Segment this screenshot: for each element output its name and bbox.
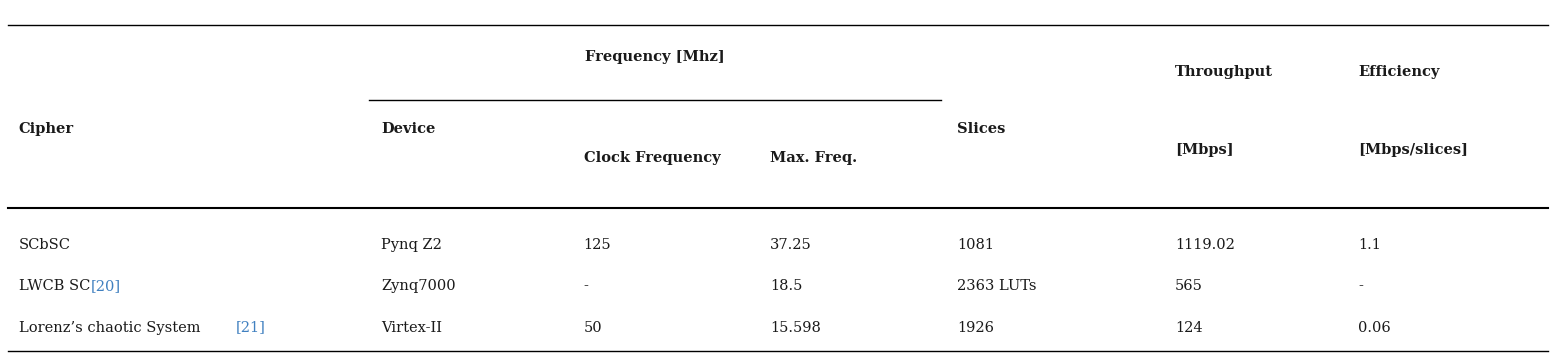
Text: 18.5: 18.5 — [770, 279, 803, 294]
Text: Zynq7000: Zynq7000 — [381, 279, 456, 294]
Text: Pynq Z2: Pynq Z2 — [381, 238, 442, 252]
Text: SCbSC: SCbSC — [19, 238, 70, 252]
Text: 2363 LUTs: 2363 LUTs — [957, 279, 1036, 294]
Text: 37.25: 37.25 — [770, 238, 812, 252]
Text: LWCB SC: LWCB SC — [19, 279, 95, 294]
Text: [Mbps]: [Mbps] — [1175, 143, 1234, 158]
Text: 125: 125 — [584, 238, 612, 252]
Text: 1926: 1926 — [957, 320, 994, 335]
Text: 15.598: 15.598 — [770, 320, 822, 335]
Text: Device: Device — [381, 122, 436, 136]
Text: 1081: 1081 — [957, 238, 994, 252]
Text: Slices: Slices — [957, 122, 1005, 136]
Text: [21]: [21] — [235, 320, 265, 335]
Text: 0.06: 0.06 — [1358, 320, 1391, 335]
Text: Efficiency: Efficiency — [1358, 64, 1439, 79]
Text: 50: 50 — [584, 320, 602, 335]
Text: Cipher: Cipher — [19, 122, 73, 136]
Text: [Mbps/slices]: [Mbps/slices] — [1358, 143, 1469, 158]
Text: Throughput: Throughput — [1175, 64, 1273, 79]
Text: 1.1: 1.1 — [1358, 238, 1382, 252]
Text: 1119.02: 1119.02 — [1175, 238, 1234, 252]
Text: -: - — [1358, 279, 1363, 294]
Text: Clock Frequency: Clock Frequency — [584, 150, 720, 165]
Text: 565: 565 — [1175, 279, 1203, 294]
Text: Frequency [Mhz]: Frequency [Mhz] — [585, 50, 725, 64]
Text: -: - — [584, 279, 588, 294]
Text: 124: 124 — [1175, 320, 1203, 335]
Text: Max. Freq.: Max. Freq. — [770, 150, 857, 165]
Text: Lorenz’s chaotic System: Lorenz’s chaotic System — [19, 320, 205, 335]
Text: Virtex-II: Virtex-II — [381, 320, 442, 335]
Text: [20]: [20] — [90, 279, 121, 294]
